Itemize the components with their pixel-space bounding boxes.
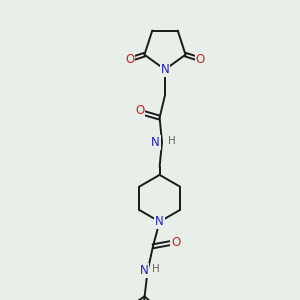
Text: O: O (125, 53, 134, 66)
Text: O: O (135, 104, 144, 117)
Text: N: N (160, 63, 169, 76)
Text: O: O (171, 236, 180, 249)
Text: O: O (196, 53, 205, 66)
Text: N: N (155, 215, 164, 228)
Text: N: N (151, 136, 160, 149)
Text: H: H (152, 264, 160, 274)
Text: N: N (140, 264, 148, 278)
Text: H: H (168, 136, 176, 146)
